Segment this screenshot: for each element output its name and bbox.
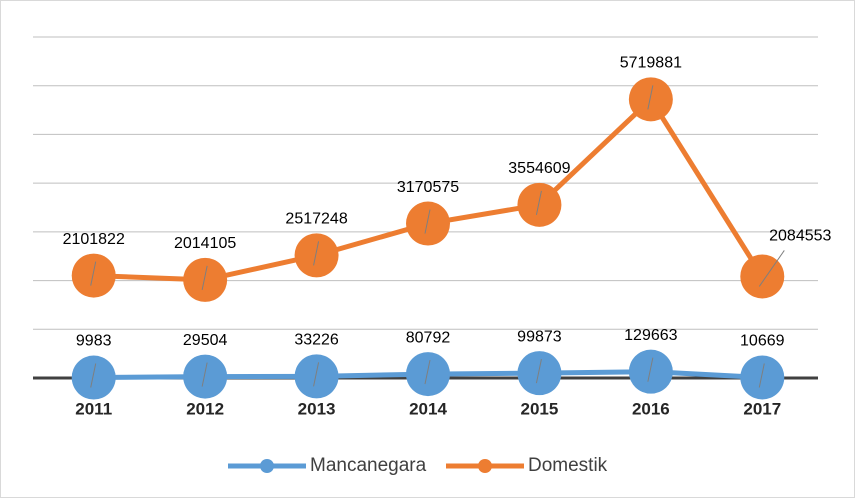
x-tick-label: 2015 <box>521 399 559 418</box>
marker <box>295 233 339 277</box>
marker <box>517 183 561 227</box>
marker <box>629 77 673 121</box>
legend-marker <box>478 459 492 473</box>
legend-label: Mancanegara <box>310 455 427 476</box>
data-label: 3554609 <box>508 160 570 177</box>
x-tick-label: 2014 <box>409 399 447 418</box>
marker <box>295 354 339 398</box>
data-label: 2101822 <box>63 231 125 248</box>
data-label: 10669 <box>740 333 785 350</box>
data-label: 29504 <box>183 332 228 349</box>
data-label: 129663 <box>624 327 677 344</box>
marker <box>183 355 227 399</box>
data-label: 9983 <box>76 333 112 350</box>
page: 9983 29504 33226 80792 99873 129663 10669 21018… <box>0 0 855 498</box>
data-label: 5719881 <box>620 55 682 72</box>
x-tick-label: 2016 <box>632 399 670 418</box>
x-tick-label: 2013 <box>298 399 336 418</box>
x-tick-label: 2017 <box>743 399 781 418</box>
data-label: 2014105 <box>174 235 236 252</box>
marker <box>183 258 227 302</box>
data-label: 2517248 <box>285 211 347 228</box>
marker <box>406 352 450 396</box>
x-tick-label: 2011 <box>75 399 112 418</box>
marker <box>740 254 784 298</box>
marker <box>517 351 561 395</box>
marker <box>72 356 116 400</box>
marker <box>72 254 116 298</box>
marker <box>406 202 450 246</box>
x-tick-label: 2012 <box>186 399 224 418</box>
data-label: 99873 <box>517 328 562 345</box>
data-label: 2084553 <box>769 228 831 245</box>
chart-border <box>1 1 855 498</box>
data-label: 80792 <box>406 329 451 346</box>
chart: 9983 29504 33226 80792 99873 129663 10669 21018… <box>0 0 855 498</box>
marker <box>740 355 784 399</box>
marker <box>629 350 673 394</box>
legend-label: Domestik <box>528 455 608 476</box>
data-label: 33226 <box>294 332 339 349</box>
data-label: 3170575 <box>397 179 459 196</box>
legend-marker <box>260 459 274 473</box>
